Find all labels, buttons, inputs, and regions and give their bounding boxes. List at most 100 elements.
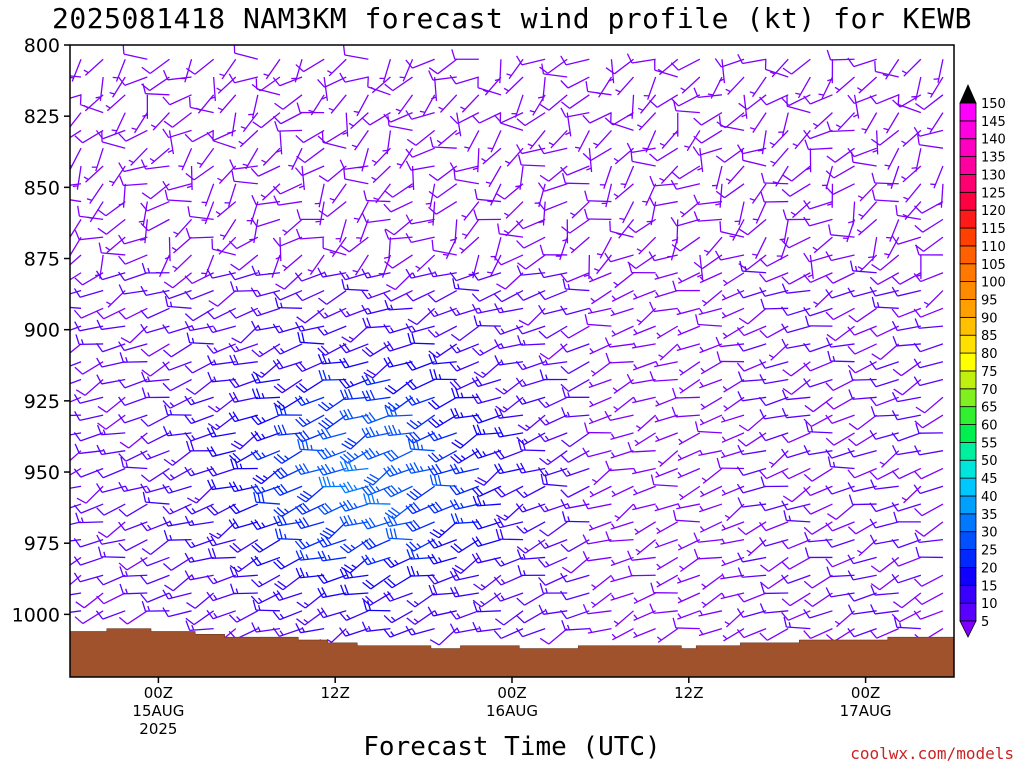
wind-barb [316,607,347,619]
wind-barb [428,201,436,226]
wind-barb [804,531,833,543]
wind-barb [219,219,237,240]
wind-barb [162,378,192,392]
y-axis: 800 825 850 875 900 925 950 975 1000 [12,35,70,626]
wind-barb [96,503,126,516]
wind-barb [538,355,568,366]
wind-barb [273,503,303,518]
wind-barb [493,628,524,640]
wind-barb [515,503,546,513]
wind-barb [538,144,568,155]
wind-barb [560,165,590,176]
wind-barb [915,94,944,111]
wind-barb [693,211,722,222]
wind-barb [405,323,435,334]
wind-barb [914,445,944,456]
colorbar-label: 40 [981,490,998,505]
wind-barb [804,315,833,327]
wind-barb [737,521,767,536]
wind-barb [870,556,900,573]
wind-barb [736,608,767,618]
wind-barb [560,272,590,283]
wind-barb [548,129,568,149]
wind-barb [361,517,391,530]
wind-barb [560,378,590,392]
wind-barb [472,621,502,633]
colorbar-swatch [959,174,977,193]
wind-barb [627,565,656,577]
wind-barb [583,208,612,221]
colorbar-swatch [959,441,977,461]
colorbar-swatch [959,316,977,336]
wind-barb [517,254,546,270]
wind-barb [317,502,347,515]
wind-barb [537,289,568,301]
wind-barb [449,499,479,510]
wind-barb [803,445,833,456]
wind-barb [252,112,281,129]
wind-barb [856,218,878,236]
wind-barb [96,374,126,385]
wind-barb [560,325,590,339]
wind-barb [140,159,170,170]
wind-barb [471,485,502,497]
wind-barb [206,591,236,602]
wind-barb [307,254,325,276]
wind-barb [251,574,281,588]
wind-barb [805,421,833,434]
wind-barb [140,414,170,427]
wind-barb [786,95,811,114]
wind-barb [162,69,192,81]
wind-barb [627,254,657,270]
colorbar-swatch [959,120,977,140]
colorbar-label: 80 [981,347,998,362]
wind-barb [246,201,259,225]
wind-barb [427,307,457,318]
wind-barb [825,396,855,410]
wind-barb [659,165,679,184]
wind-barb [211,238,236,256]
wind-barb [736,342,767,352]
wind-barb [308,94,325,116]
wind-barb [672,280,700,292]
wind-barb [870,574,900,591]
wind-barb [612,378,634,394]
wind-barb [759,94,789,106]
colorbar-swatch [959,459,977,479]
wind-barb [83,58,104,76]
wind-barb [516,549,546,560]
wind-barb [656,325,679,339]
wind-barb [119,175,148,187]
wind-barb [781,306,811,317]
wind-barb [537,182,568,192]
wind-barb [294,430,325,443]
wind-barb [914,503,944,517]
wind-barb [678,485,701,501]
wind-barb [385,527,413,541]
wind-barb [782,209,811,221]
wind-barb [250,519,281,531]
wind-barb [405,625,435,636]
wind-barb [212,130,236,149]
wind-barb [185,620,214,632]
wind-barb [869,396,899,407]
wind-barb [914,532,944,543]
wind-barb [693,254,723,270]
wind-barb [719,221,745,238]
wind-barb [184,552,214,563]
wind-barb [803,414,833,428]
wind-barb [825,165,855,179]
wind-barb [141,387,170,399]
wind-barb [207,371,236,383]
wind-barb [361,411,391,425]
wind-barb [229,159,258,170]
wind-barb [637,94,657,114]
wind-barb [327,58,347,77]
wind-barb [634,432,656,447]
wind-barb [699,343,723,354]
wind-barb [927,76,944,98]
wind-barb [869,534,899,545]
wind-barb [314,183,325,208]
wind-barb [613,610,634,628]
